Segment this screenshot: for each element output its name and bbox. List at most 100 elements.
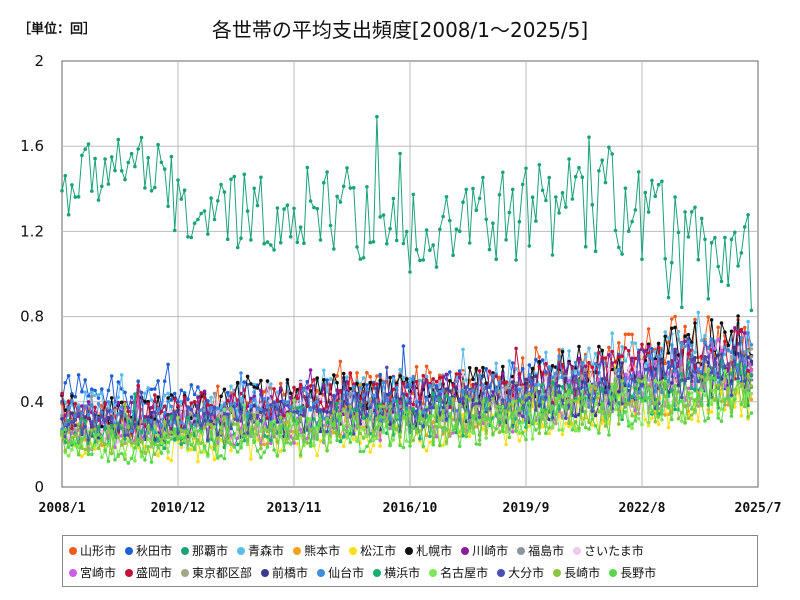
data-point — [73, 195, 78, 199]
data-point — [487, 401, 492, 406]
data-point — [153, 387, 157, 391]
data-point — [424, 448, 429, 453]
data-point — [729, 237, 734, 242]
data-point — [139, 439, 144, 444]
data-point — [597, 344, 601, 349]
data-point — [149, 410, 154, 415]
data-point — [83, 419, 87, 423]
data-point — [96, 198, 101, 202]
data-point — [593, 402, 598, 407]
legend-label: 秋田市 — [136, 544, 173, 558]
data-point — [507, 416, 512, 420]
data-point — [106, 409, 111, 414]
legend-label: 札幌市 — [416, 544, 453, 558]
data-point — [325, 416, 329, 421]
data-point — [192, 413, 197, 418]
data-point — [653, 419, 658, 424]
data-point — [491, 397, 495, 401]
data-point — [199, 391, 203, 395]
data-point — [726, 397, 730, 401]
data-point — [520, 356, 525, 360]
data-point — [501, 429, 505, 434]
data-point — [66, 445, 71, 450]
data-point — [348, 398, 353, 403]
data-point — [70, 183, 74, 187]
data-point — [719, 352, 724, 356]
data-point — [322, 368, 326, 373]
data-point — [66, 418, 71, 423]
data-point — [282, 421, 286, 425]
data-point — [216, 456, 220, 460]
data-point — [269, 438, 273, 443]
data-point — [338, 359, 343, 364]
data-point — [242, 403, 247, 407]
data-point — [636, 416, 641, 421]
data-point — [123, 457, 127, 462]
data-point — [96, 393, 101, 397]
data-point — [103, 426, 107, 431]
data-point — [590, 202, 595, 207]
data-point — [703, 356, 707, 360]
data-point — [361, 255, 366, 260]
data-point — [265, 445, 270, 449]
data-point — [189, 407, 194, 412]
data-point — [66, 422, 71, 427]
data-point — [424, 422, 429, 427]
data-point — [229, 406, 233, 411]
data-point — [537, 364, 542, 369]
data-point — [153, 410, 157, 414]
legend-label: 山形市 — [80, 544, 117, 558]
data-point — [351, 432, 356, 436]
data-point — [670, 317, 674, 321]
data-point — [76, 373, 81, 377]
data-point — [544, 376, 548, 380]
data-point — [517, 420, 522, 425]
data-point — [510, 397, 515, 402]
data-point — [378, 378, 383, 383]
data-point — [693, 370, 697, 374]
data-point — [451, 418, 455, 422]
data-point — [696, 367, 701, 372]
data-point — [557, 407, 561, 411]
data-point — [341, 435, 346, 439]
legend-label: 東京都区部 — [192, 566, 253, 580]
data-point — [212, 391, 217, 396]
data-point — [573, 420, 578, 424]
data-point — [176, 416, 180, 420]
data-point — [550, 375, 555, 380]
data-point — [169, 437, 174, 441]
data-point — [464, 428, 469, 433]
data-point — [312, 443, 316, 447]
data-point — [212, 447, 217, 452]
data-point — [113, 424, 117, 428]
data-point — [686, 332, 691, 337]
data-point — [444, 372, 449, 377]
data-point — [371, 393, 376, 398]
data-point — [431, 405, 436, 410]
data-point — [385, 425, 389, 429]
data-point — [225, 427, 230, 432]
data-point — [474, 399, 479, 403]
data-point — [421, 258, 426, 262]
data-point — [567, 421, 571, 426]
data-point — [172, 391, 177, 396]
data-point — [355, 391, 359, 396]
data-point — [100, 403, 104, 408]
data-point — [554, 421, 558, 426]
data-point — [186, 429, 190, 433]
data-point — [630, 219, 634, 224]
data-point — [570, 390, 575, 395]
data-point — [736, 314, 740, 318]
data-point — [749, 347, 754, 351]
data-point — [577, 387, 581, 391]
data-point — [172, 438, 177, 442]
data-point — [557, 390, 561, 395]
data-point — [70, 398, 74, 403]
data-point — [603, 376, 608, 381]
data-point — [275, 402, 280, 407]
data-point — [245, 442, 250, 447]
data-point — [670, 417, 674, 422]
data-point — [431, 243, 436, 247]
data-point — [189, 416, 194, 421]
data-point — [252, 397, 256, 402]
